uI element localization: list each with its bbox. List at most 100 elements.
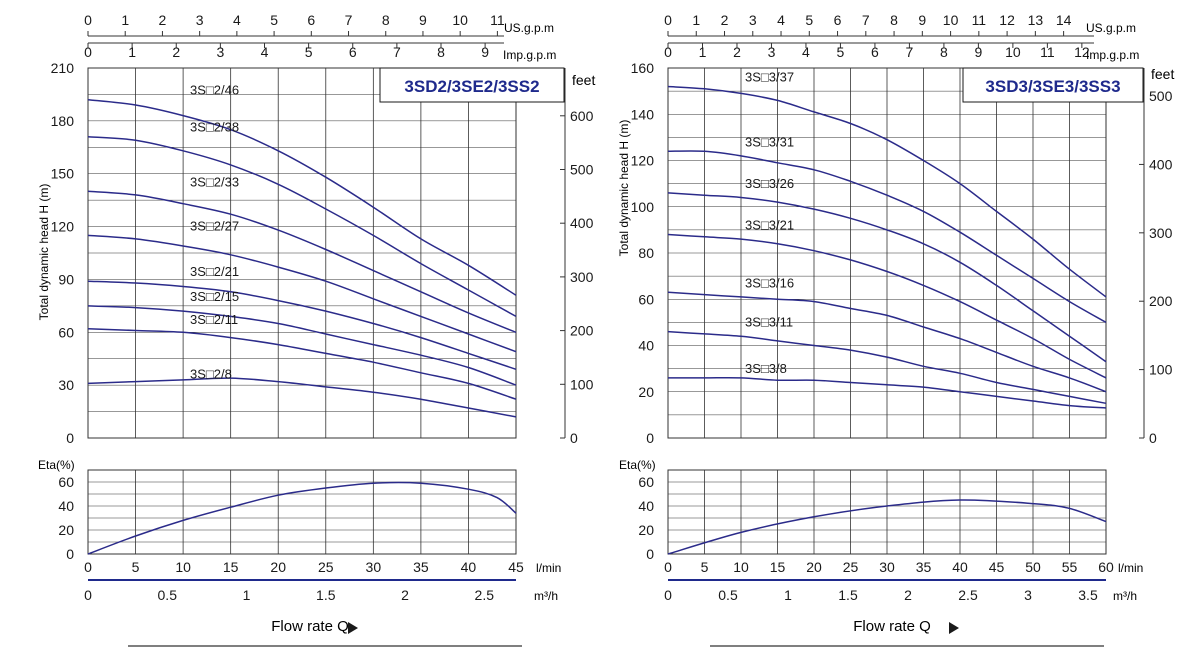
usgpm-tick-label: 11 xyxy=(972,12,987,28)
head-curve-1 xyxy=(667,85,1107,298)
m3h-tick-label: 1.5 xyxy=(838,587,858,603)
impgpm-tick-label: 0 xyxy=(664,44,672,60)
lmin-unit: l/min xyxy=(536,561,561,575)
curve-label: 3S□2/46 xyxy=(190,83,239,98)
curve-label: 3S□2/21 xyxy=(190,264,239,279)
usgpm-tick-label: 7 xyxy=(862,12,870,28)
flow-rate-label: Flow rate Q xyxy=(271,618,349,635)
eta-frame xyxy=(87,469,517,555)
lmin-tick-label: 20 xyxy=(270,559,286,575)
impgpm-tick-label: 7 xyxy=(906,44,914,60)
head-curve-3 xyxy=(87,190,517,333)
feet-tick-label: 400 xyxy=(570,215,594,231)
head-tick-label: 210 xyxy=(51,60,75,76)
impgpm-tick-label: 11 xyxy=(1040,44,1055,60)
impgpm-tick-label: 9 xyxy=(481,44,489,60)
usgpm-unit: US.g.p.m xyxy=(1086,21,1136,35)
flow-arrow-icon xyxy=(949,622,959,634)
usgpm-tick-label: 12 xyxy=(999,12,1015,28)
head-tick-label: 0 xyxy=(646,430,654,446)
m3h-tick-label: 2.5 xyxy=(958,587,978,603)
usgpm-tick-label: 11 xyxy=(490,12,505,28)
head-curves xyxy=(87,98,517,418)
usgpm-tick-label: 10 xyxy=(943,12,959,28)
impgpm-tick-label: 3 xyxy=(768,44,776,60)
feet-unit: feet xyxy=(1151,66,1174,82)
feet-tick-label: 500 xyxy=(570,161,594,177)
curve-label: 3S□2/11 xyxy=(190,312,238,327)
impgpm-tick-label: 4 xyxy=(261,44,269,60)
usgpm-tick-label: 0 xyxy=(664,12,672,28)
eta-tick-label: 0 xyxy=(66,546,74,562)
impgpm-tick-label: 10 xyxy=(1005,44,1021,60)
head-axis-label: Total dynamic head H (m) xyxy=(37,184,51,321)
lmin-tick-label: 20 xyxy=(806,559,822,575)
head-curve-1 xyxy=(87,98,517,296)
usgpm-tick-label: 3 xyxy=(196,12,204,28)
curve-label: 3S□2/27 xyxy=(190,218,239,233)
usgpm-tick-label: 4 xyxy=(233,12,241,28)
chart-title-box xyxy=(962,67,1144,103)
impgpm-tick-label: 6 xyxy=(349,44,357,60)
lmin-tick-label: 15 xyxy=(223,559,239,575)
feet-tick-label: 0 xyxy=(570,430,578,446)
curve-labels: 3S□3/37 3S□3/31 3S□3/26 3S□3/21 3S□3/16 3S□3/… xyxy=(745,70,794,376)
efficiency-curve xyxy=(667,499,1107,555)
curve-label: 3S□2/38 xyxy=(190,120,239,135)
curve-label: 3S□3/11 xyxy=(745,315,793,330)
m3h-unit: m³/h xyxy=(534,589,558,603)
eta-tick-label: 20 xyxy=(638,522,654,538)
lmin-tick-label: 5 xyxy=(701,559,709,575)
impgpm-tick-label: 5 xyxy=(305,44,313,60)
head-tick-label: 60 xyxy=(58,324,74,340)
head-grid xyxy=(87,67,517,439)
feet-tick-label: 300 xyxy=(1149,225,1173,241)
lmin-tick-label: 55 xyxy=(1062,559,1078,575)
usgpm-unit: US.g.p.m xyxy=(504,21,554,35)
efficiency-panel: 0 20 40 60 xyxy=(638,469,1107,562)
head-tick-label: 20 xyxy=(638,384,654,400)
m3h-tick-label: 1 xyxy=(784,587,792,603)
usgpm-tick-label: 8 xyxy=(382,12,390,28)
head-curve-2 xyxy=(667,150,1107,324)
impgpm-tick-label: 9 xyxy=(974,44,982,60)
impgpm-tick-label: 8 xyxy=(437,44,445,60)
impgpm-tick-label: 7 xyxy=(393,44,401,60)
head-curves xyxy=(667,85,1107,409)
impgpm-tick-label: 0 xyxy=(84,44,92,60)
head-curve-5 xyxy=(667,291,1107,393)
usgpm-tick-label: 9 xyxy=(918,12,926,28)
usgpm-tick-label: 3 xyxy=(749,12,757,28)
head-curve-7 xyxy=(87,328,517,400)
lmin-unit: l/min xyxy=(1118,561,1143,575)
lmin-tick-label: 25 xyxy=(843,559,859,575)
usgpm-tick-label: 2 xyxy=(159,12,167,28)
head-curve-6 xyxy=(667,330,1107,405)
feet-tick-label: 600 xyxy=(570,108,594,124)
head-tick-label: 120 xyxy=(51,219,75,235)
head-curve-4 xyxy=(87,234,517,353)
head-tick-label: 90 xyxy=(58,271,74,287)
chart-title: 3SD2/3SE2/3SS2 xyxy=(404,77,539,96)
eta-tick-label: 40 xyxy=(58,498,74,514)
flow-arrow-icon xyxy=(348,622,358,634)
head-tick-label: 160 xyxy=(631,60,655,76)
usgpm-tick-label: 5 xyxy=(805,12,813,28)
feet-tick-label: 200 xyxy=(570,323,594,339)
impgpm-tick-label: 3 xyxy=(216,44,224,60)
curve-label: 3S□3/37 xyxy=(745,70,794,85)
eta-tick-label: 60 xyxy=(638,474,654,490)
head-curve-6 xyxy=(87,305,517,386)
curve-label: 3S□3/8 xyxy=(745,361,787,376)
lmin-tick-label: 45 xyxy=(989,559,1005,575)
lmin-tick-label: 0 xyxy=(664,559,672,575)
lmin-tick-label: 10 xyxy=(733,559,749,575)
m3h-tick-label: 0.5 xyxy=(158,587,178,603)
impgpm-tick-label: 6 xyxy=(871,44,879,60)
head-curve-8 xyxy=(87,377,517,418)
m3h-tick-label: 3 xyxy=(1024,587,1032,603)
feet-tick-label: 0 xyxy=(1149,430,1157,446)
